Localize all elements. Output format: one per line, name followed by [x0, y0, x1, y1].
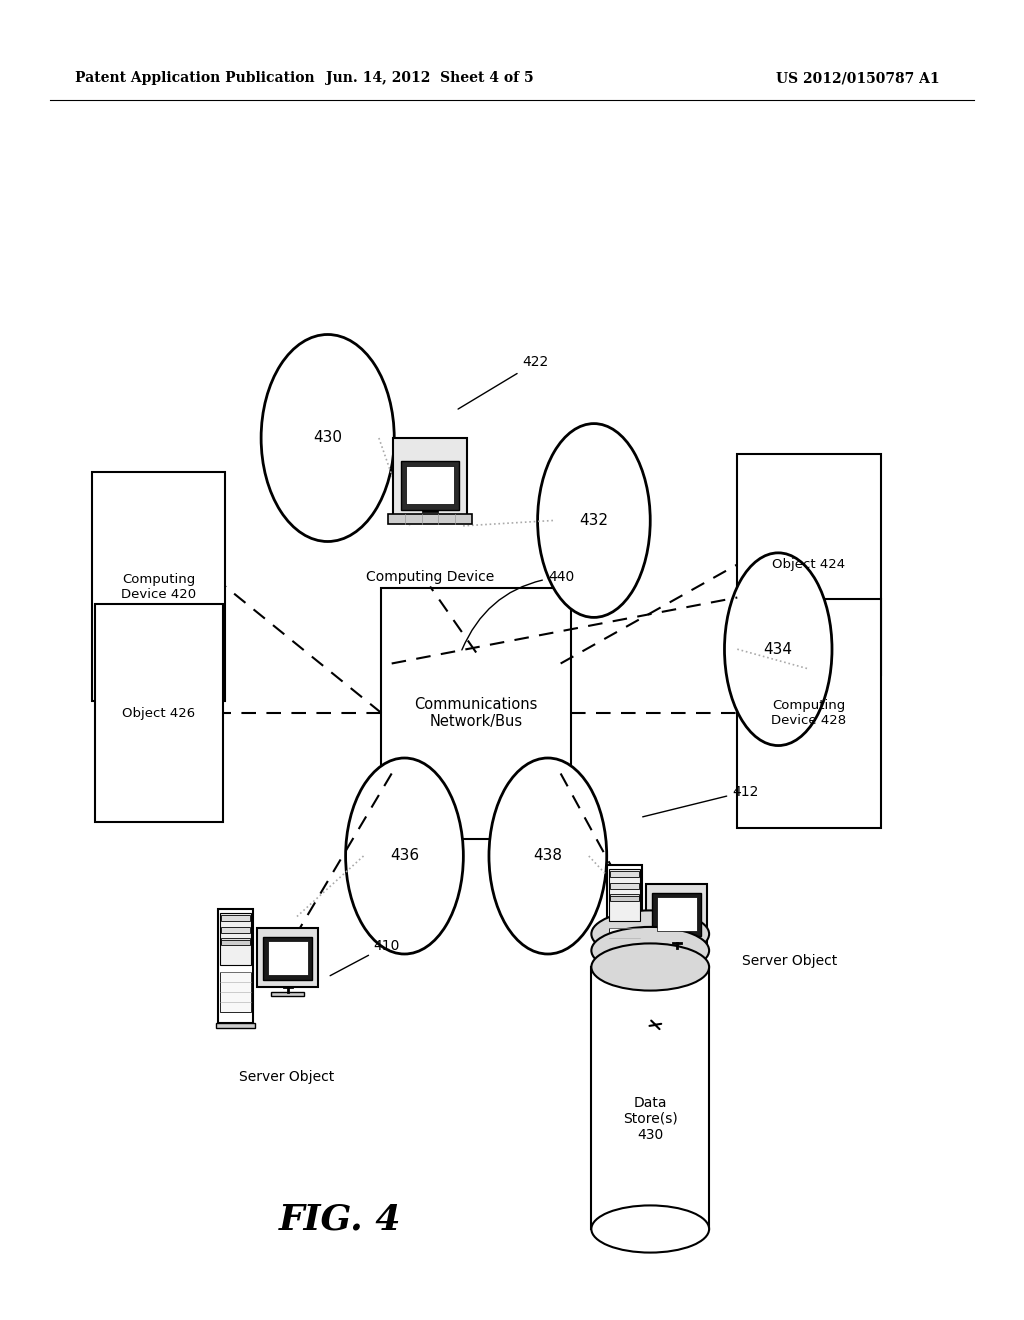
Bar	[407, 466, 454, 504]
Text: Object 426: Object 426	[122, 706, 196, 719]
Bar	[610, 883, 639, 888]
Ellipse shape	[592, 944, 709, 990]
Bar	[652, 894, 701, 936]
Bar	[646, 883, 708, 942]
Text: 412: 412	[643, 784, 759, 817]
Bar	[216, 1023, 255, 1028]
Bar	[607, 865, 642, 979]
Bar	[392, 438, 468, 517]
Bar	[257, 928, 318, 987]
Text: Computing Device: Computing Device	[366, 570, 495, 583]
Bar	[660, 948, 693, 953]
Text: Patent Application Publication: Patent Application Publication	[75, 71, 314, 84]
Bar	[263, 937, 312, 979]
Bar	[737, 454, 881, 675]
Ellipse shape	[725, 553, 831, 746]
Bar	[267, 941, 308, 975]
Text: Data
Store(s)
430: Data Store(s) 430	[623, 1096, 678, 1142]
Text: 422: 422	[458, 355, 549, 409]
Bar	[656, 898, 697, 932]
Bar	[382, 587, 571, 838]
Text: Object 424: Object 424	[772, 558, 846, 572]
Bar	[388, 513, 472, 524]
Ellipse shape	[592, 911, 709, 957]
Ellipse shape	[489, 758, 606, 954]
Bar	[610, 896, 639, 902]
Text: Computing
Device 420: Computing Device 420	[121, 573, 197, 601]
Text: 438: 438	[534, 849, 562, 863]
Bar	[221, 915, 250, 921]
Text: Jun. 14, 2012  Sheet 4 of 5: Jun. 14, 2012 Sheet 4 of 5	[327, 71, 534, 84]
Text: US 2012/0150787 A1: US 2012/0150787 A1	[776, 71, 940, 84]
Bar	[92, 473, 225, 701]
Bar	[220, 913, 251, 965]
Ellipse shape	[345, 758, 463, 954]
Text: 440: 440	[462, 570, 574, 649]
Bar	[605, 979, 644, 983]
Text: 410: 410	[330, 939, 400, 975]
Bar	[610, 871, 639, 876]
Bar	[221, 939, 250, 944]
Bar	[737, 598, 881, 828]
Bar	[218, 909, 253, 1023]
Text: 436: 436	[390, 849, 419, 863]
Bar	[609, 928, 640, 968]
Bar	[610, 895, 639, 900]
Text: 430: 430	[313, 430, 342, 446]
Ellipse shape	[592, 1205, 709, 1253]
Bar	[609, 870, 640, 921]
Text: Communications
Network/Bus: Communications Network/Bus	[415, 697, 538, 729]
Text: 434: 434	[764, 642, 793, 656]
Bar	[94, 605, 223, 822]
Text: Server Object: Server Object	[742, 953, 838, 968]
Text: FIG. 4: FIG. 4	[279, 1203, 401, 1237]
Text: Server Object: Server Object	[239, 1071, 335, 1085]
Ellipse shape	[261, 334, 394, 541]
Bar	[592, 968, 709, 1229]
Bar	[271, 991, 304, 997]
Ellipse shape	[592, 927, 709, 974]
Bar	[401, 461, 459, 510]
Text: Computing
Device 428: Computing Device 428	[771, 700, 847, 727]
Ellipse shape	[538, 424, 650, 618]
Text: 432: 432	[580, 513, 608, 528]
Bar	[221, 927, 250, 932]
Bar	[220, 972, 251, 1011]
Bar	[221, 940, 250, 945]
